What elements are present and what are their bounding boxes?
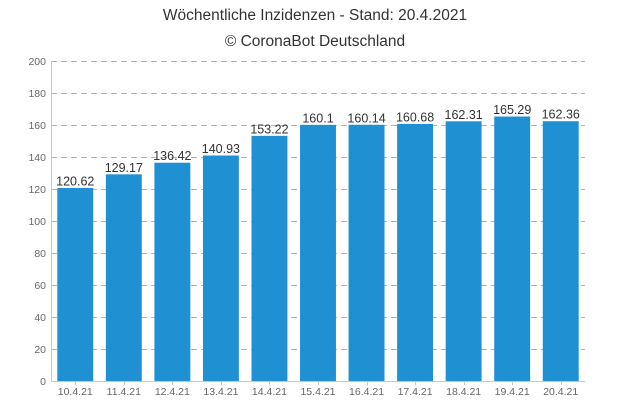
bar-value-label: 120.62: [56, 175, 94, 189]
y-tick-label: 120: [28, 184, 46, 196]
bar: [105, 174, 142, 381]
data-labels-layer: 120.62 129.17 136.42 140.93 153.22 160.1 160.1…: [56, 103, 580, 188]
x-tick-label: 11.4.21: [107, 386, 141, 398]
y-tick-label: 0: [40, 376, 46, 388]
axes-layer: 0 20 40 60 80 100 120 140 160 180 200 10.4.21 11.4.2…: [28, 56, 585, 398]
bar-value-label: 129.17: [105, 161, 143, 175]
chart-title: Wöchentliche Inzidenzen - Stand: 20.4.20…: [163, 7, 467, 24]
bar-value-label: 160.14: [347, 111, 385, 125]
bar: [202, 155, 239, 381]
bar-value-label: 165.29: [493, 103, 531, 117]
x-tick-label: 19.4.21: [495, 386, 530, 398]
x-tick-label: 17.4.21: [398, 386, 433, 398]
x-tick-label: 15.4.21: [300, 386, 335, 398]
x-tick-label: 18.4.21: [446, 386, 481, 398]
x-tick-label: 14.4.21: [252, 386, 287, 398]
bar: [154, 162, 191, 381]
x-tick-label: 10.4.21: [58, 386, 93, 398]
bar: [494, 116, 531, 381]
bar-value-label: 160.1: [302, 111, 333, 125]
bar: [300, 124, 336, 381]
bar-value-label: 162.36: [542, 108, 580, 122]
bar-value-label: 153.22: [250, 122, 288, 136]
y-tick-label: 140: [28, 152, 46, 164]
x-tick-label: 12.4.21: [155, 386, 190, 398]
bar-value-label: 160.68: [396, 110, 434, 124]
y-tick-label: 60: [34, 280, 46, 292]
bars-layer: [57, 116, 579, 382]
bar: [348, 124, 385, 381]
x-tick-label: 20.4.21: [543, 386, 578, 398]
y-tick-label: 160: [28, 120, 46, 132]
bar: [251, 135, 288, 381]
bar: [57, 188, 94, 381]
y-tick-label: 40: [34, 312, 46, 324]
y-tick-label: 100: [28, 216, 46, 228]
x-tick-label: 13.4.21: [203, 386, 238, 398]
chart-subtitle: © CoronaBot Deutschland: [225, 33, 405, 50]
x-tick-label: 16.4.21: [349, 386, 384, 398]
bar: [542, 121, 579, 381]
bar: [445, 121, 482, 381]
bar-value-label: 136.42: [153, 149, 191, 163]
y-tick-label: 80: [34, 248, 46, 260]
bar: [397, 123, 434, 382]
y-tick-label: 200: [28, 56, 46, 68]
y-tick-label: 20: [34, 344, 46, 356]
bar-value-label: 162.31: [445, 108, 483, 122]
bar-value-label: 140.93: [202, 142, 240, 156]
y-tick-label: 180: [28, 88, 46, 100]
